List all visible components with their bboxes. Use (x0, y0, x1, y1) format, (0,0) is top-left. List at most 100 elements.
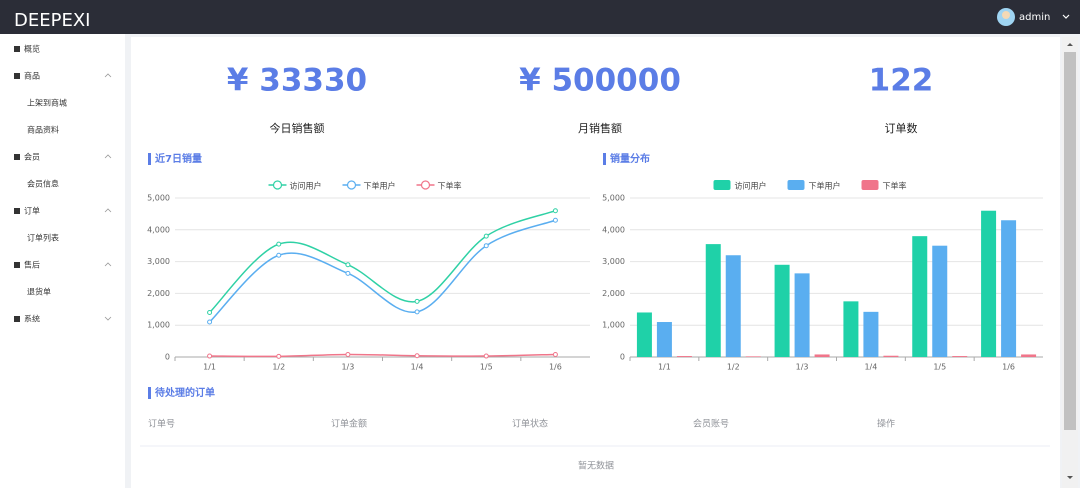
brand: DEEPEXI (14, 10, 90, 31)
menu-item[interactable]: 概览 (24, 44, 40, 54)
y-tick-label: 5,000 (147, 194, 170, 203)
menu-chevron[interactable] (104, 208, 112, 213)
submenu-item[interactable]: 上架到商城 (27, 98, 67, 108)
series-line (209, 353, 556, 358)
bar (1001, 220, 1017, 357)
point-marker (483, 243, 489, 249)
x-tick-label: 1/3 (796, 363, 809, 372)
menu-icon (14, 208, 20, 214)
point-marker (483, 353, 489, 359)
stat-value: ¥ 500000 (519, 63, 681, 99)
legend-label[interactable]: 访问用户 (735, 181, 767, 191)
y-tick-label: 4,000 (602, 225, 625, 234)
legend-dot[interactable] (272, 180, 283, 190)
content-card (131, 37, 1060, 488)
x-tick-label: 1/2 (272, 363, 285, 372)
menu-icon (14, 73, 20, 79)
legend-swatch[interactable] (787, 180, 805, 190)
point-marker (345, 351, 351, 357)
menu-icon (14, 262, 20, 268)
y-tick-label: 4,000 (147, 225, 170, 234)
y-tick-label: 2,000 (147, 289, 170, 298)
bar (952, 356, 968, 357)
menu-item[interactable]: 会员 (24, 152, 40, 162)
bar (705, 244, 721, 357)
section-marker (148, 387, 151, 399)
table-header: 订单金额 (331, 418, 367, 430)
menu-icon (14, 316, 20, 322)
point-marker (207, 353, 213, 359)
table-header: 会员账号 (693, 418, 729, 430)
legend-label[interactable]: 下单率 (883, 181, 907, 191)
table-header: 操作 (877, 418, 895, 430)
menu-item[interactable]: 系统 (24, 314, 40, 324)
menu-chevron[interactable] (104, 73, 112, 78)
point-marker (414, 353, 420, 359)
point-marker (207, 309, 213, 315)
legend-label[interactable]: 访问用户 (290, 181, 322, 191)
point-marker (552, 217, 558, 223)
x-tick-label: 1/5 (933, 363, 946, 372)
bar (774, 264, 790, 357)
bar (843, 301, 859, 357)
y-tick-label: 1,000 (147, 321, 170, 330)
point-marker (345, 270, 351, 276)
point-marker (345, 262, 351, 268)
menu-chevron[interactable] (104, 316, 112, 321)
y-tick-label: 5,000 (602, 194, 625, 203)
section-title: 近7日销量 (155, 152, 202, 165)
point-marker (276, 353, 282, 359)
menu-item[interactable]: 订单 (24, 206, 40, 216)
menu-icon (14, 46, 20, 52)
point-marker (552, 351, 558, 357)
menu-chevron[interactable] (104, 154, 112, 159)
menu-icon (14, 154, 20, 160)
y-tick-label: 3,000 (147, 257, 170, 266)
table-header: 订单号 (148, 418, 175, 430)
scrollbar-thumb[interactable] (1064, 52, 1076, 430)
submenu-item[interactable]: 订单列表 (27, 233, 59, 243)
avatar-face (1002, 11, 1010, 19)
submenu-item[interactable]: 商品资料 (27, 125, 59, 135)
point-marker (276, 241, 282, 247)
menu-chevron[interactable] (104, 262, 112, 267)
legend-swatch[interactable] (713, 180, 731, 190)
legend-swatch[interactable] (861, 180, 879, 190)
legend-dot[interactable] (346, 180, 357, 190)
bar (745, 356, 761, 357)
user-chevron[interactable] (1062, 14, 1070, 19)
stat-label: 月销售额 (578, 121, 622, 135)
section-title: 待处理的订单 (155, 386, 215, 399)
x-tick-label: 1/6 (549, 363, 562, 372)
legend-label[interactable]: 下单率 (438, 181, 462, 191)
stat-label: 今日销售额 (270, 121, 325, 135)
y-tick-label: 0 (165, 353, 170, 362)
table-empty: 暂无数据 (578, 460, 614, 472)
x-tick-label: 1/1 (658, 363, 671, 372)
y-tick-label: 3,000 (602, 257, 625, 266)
bar (636, 312, 652, 357)
bar (932, 245, 948, 357)
menu-item[interactable]: 售后 (24, 260, 40, 270)
stat-label: 订单数 (885, 122, 918, 135)
x-tick-label: 1/2 (727, 363, 740, 372)
x-tick-label: 1/4 (411, 363, 424, 372)
bar (656, 322, 672, 357)
bar (863, 311, 879, 357)
point-marker (276, 252, 282, 258)
legend-label[interactable]: 下单用户 (809, 181, 841, 191)
submenu-item[interactable]: 会员信息 (27, 179, 59, 189)
top-bar (0, 0, 1080, 34)
stat-value: 122 (869, 63, 934, 99)
menu-item[interactable]: 商品 (24, 71, 40, 81)
stat-value: ¥ 33330 (227, 63, 367, 99)
legend-dot[interactable] (420, 180, 431, 190)
x-tick-label: 1/1 (203, 363, 216, 372)
x-tick-label: 1/3 (341, 363, 354, 372)
legend-label[interactable]: 下单用户 (364, 181, 396, 191)
bar (676, 356, 692, 357)
submenu-item[interactable]: 退货单 (27, 287, 51, 297)
user-name[interactable]: admin (1019, 12, 1050, 23)
section-marker (603, 153, 606, 165)
bar (725, 255, 741, 357)
